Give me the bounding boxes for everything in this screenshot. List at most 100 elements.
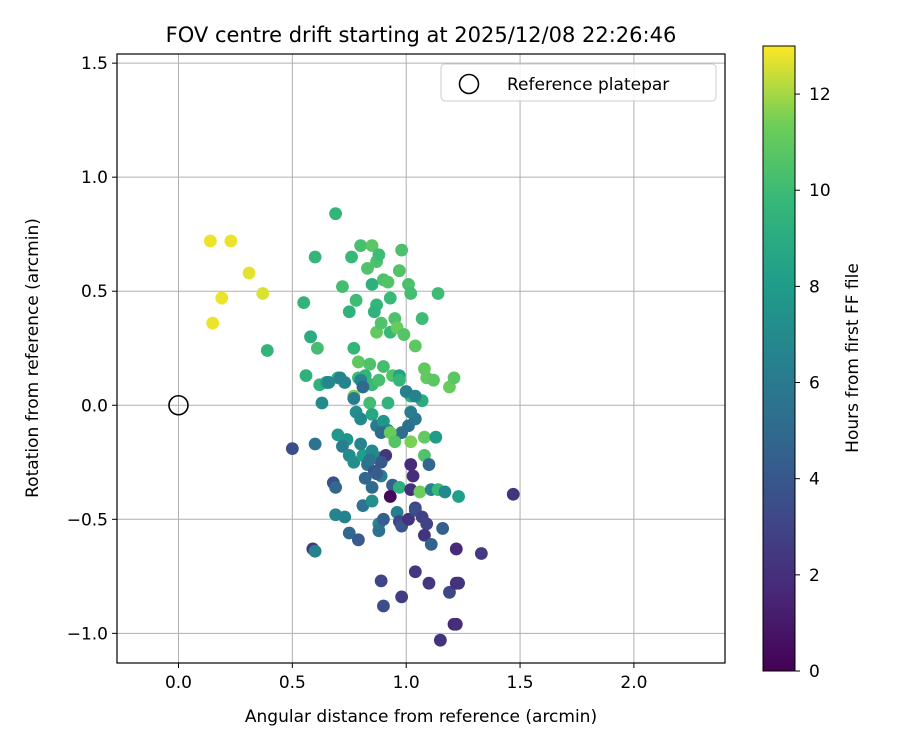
data-point <box>395 243 409 257</box>
y-tick-label: −0.5 <box>67 510 108 530</box>
data-point <box>420 517 434 531</box>
data-point <box>402 512 415 526</box>
data-point <box>206 316 220 330</box>
data-point <box>374 574 388 588</box>
data-point <box>422 458 436 471</box>
x-tick-label: 2.0 <box>620 673 647 693</box>
data-point <box>215 291 229 305</box>
data-point <box>372 524 386 538</box>
data-point <box>322 376 336 389</box>
x-tick-label: 1.0 <box>393 673 420 693</box>
data-point <box>404 405 418 419</box>
data-point <box>374 455 388 469</box>
data-point <box>336 439 349 453</box>
data-point <box>413 485 427 499</box>
plot-frame <box>116 53 726 664</box>
data-point <box>260 344 274 357</box>
data-point <box>361 262 374 275</box>
data-point <box>388 435 402 449</box>
data-point <box>315 396 329 410</box>
legend: Reference platepar <box>440 63 717 102</box>
data-point <box>363 357 377 371</box>
x-tick-label: 0.5 <box>279 673 306 693</box>
data-point <box>443 585 456 599</box>
data-point <box>351 355 365 369</box>
data-point <box>374 426 388 440</box>
data-point <box>377 360 390 373</box>
x-tick-label: 1.5 <box>507 673 534 693</box>
data-point <box>256 287 270 300</box>
data-point <box>367 305 381 319</box>
colorbar-tick-label: 4 <box>809 470 820 490</box>
data-point <box>308 544 322 558</box>
data-point <box>395 590 409 604</box>
data-point <box>310 341 324 355</box>
data-point <box>329 207 343 221</box>
data-point <box>431 287 445 300</box>
y-tick-label: 1.5 <box>81 54 108 74</box>
data-point <box>506 487 520 501</box>
data-point <box>408 339 422 353</box>
data-point <box>242 266 256 280</box>
data-point <box>418 430 431 444</box>
data-point <box>365 239 379 252</box>
data-point <box>297 296 311 310</box>
data-point <box>329 480 343 494</box>
data-point <box>427 373 440 387</box>
data-point <box>358 471 372 485</box>
data-point <box>433 633 447 647</box>
data-point <box>383 490 397 503</box>
data-point <box>349 293 363 307</box>
data-point <box>342 526 356 540</box>
data-point <box>224 234 238 248</box>
data-point <box>381 396 395 410</box>
data-point <box>392 373 406 387</box>
data-point <box>429 430 443 444</box>
data-point <box>203 234 217 248</box>
data-point <box>354 437 368 451</box>
grid-lines <box>117 54 725 663</box>
data-point <box>381 275 395 289</box>
data-point <box>347 455 361 469</box>
data-point <box>370 467 383 481</box>
data-point <box>365 277 379 291</box>
data-point <box>365 407 379 421</box>
colorbar-tick-label: 0 <box>809 662 820 682</box>
data-point <box>308 250 322 264</box>
data-point <box>449 542 463 556</box>
data-point <box>474 547 488 560</box>
y-tick-label: −1.0 <box>67 624 108 644</box>
data-point <box>452 576 465 590</box>
data-point <box>372 248 386 262</box>
data-point <box>338 510 352 524</box>
data-point <box>304 330 317 344</box>
x-axis-label: Angular distance from reference (arcmin) <box>245 707 597 727</box>
data-point <box>415 312 429 325</box>
data-point <box>285 442 299 455</box>
y-tick-label: 0.5 <box>81 282 108 302</box>
data-point <box>377 599 390 613</box>
data-point <box>438 485 452 499</box>
data-point <box>447 371 461 385</box>
data-point <box>308 437 322 451</box>
data-point <box>338 376 352 389</box>
data-point <box>363 396 377 410</box>
data-point <box>299 369 313 383</box>
data-point <box>392 264 406 278</box>
reference-point <box>168 394 189 416</box>
data-point <box>436 522 450 535</box>
data-point <box>377 512 390 526</box>
data-point <box>336 280 349 294</box>
data-point <box>374 316 388 330</box>
data-point <box>383 291 397 305</box>
y-tick-label: 0.0 <box>81 396 108 416</box>
data-point <box>418 528 431 542</box>
colorbar <box>762 45 796 672</box>
colorbar-tick-label: 10 <box>809 181 831 201</box>
legend-box <box>440 63 717 102</box>
data-point <box>452 490 465 503</box>
data-point <box>342 305 356 319</box>
legend-label: Reference platepar <box>507 75 669 95</box>
data-point <box>408 389 422 403</box>
